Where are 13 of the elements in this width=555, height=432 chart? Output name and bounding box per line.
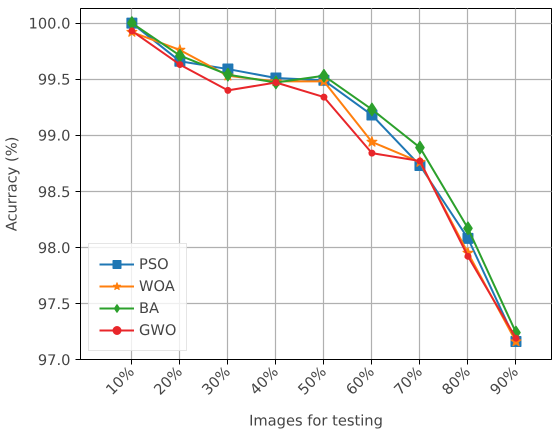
y-tick-label: 98.0: [38, 240, 71, 257]
y-axis-title: Acurracy (%): [4, 136, 21, 232]
x-axis-title: Images for testing: [249, 412, 383, 430]
y-tick-label: 99.0: [38, 128, 71, 145]
y-tick-label: 97.0: [38, 352, 71, 369]
y-tick-label: 98.5: [38, 184, 71, 201]
legend-label: WOA: [139, 278, 175, 294]
y-tick-label: 100.0: [28, 16, 71, 33]
y-tick-label: 97.5: [38, 296, 71, 313]
legend-label: PSO: [139, 256, 169, 272]
legend-label: BA: [139, 300, 160, 316]
legend-label: GWO: [139, 322, 176, 338]
y-tick-label: 99.5: [38, 72, 71, 89]
